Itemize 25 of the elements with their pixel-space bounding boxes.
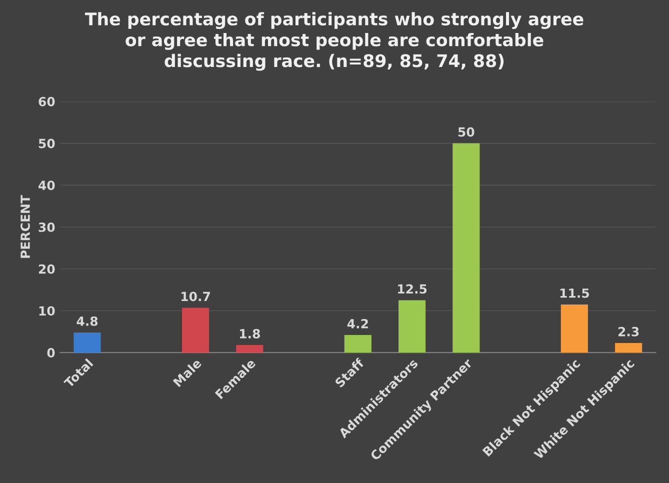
y-tick-label: 50 [38, 138, 55, 148]
bar [344, 335, 372, 353]
y-axis-title: PERCENT [20, 195, 30, 258]
y-tick-label: 60 [38, 96, 55, 106]
bar [182, 308, 210, 353]
bar [452, 143, 480, 353]
chart-title: The percentage of participants who strongly agree or agree that most people are comfortable discussing race. (n=89, 85, 74, 88) [84, 12, 584, 71]
data-label: 2.3 [618, 326, 639, 336]
bar [398, 300, 426, 353]
y-tick-label: 20 [38, 264, 55, 274]
data-label: 4.2 [347, 318, 368, 328]
y-tick-label: 10 [39, 306, 55, 316]
y-tick-label: 30 [38, 222, 55, 232]
data-label: 4.8 [76, 316, 98, 326]
bar [236, 345, 264, 353]
data-label: 50 [458, 127, 474, 137]
bar [615, 342, 642, 353]
data-label: 10.7 [182, 292, 210, 302]
data-label: 12.5 [398, 284, 427, 294]
y-tick-label: 40 [38, 180, 55, 190]
data-label: 11.5 [560, 288, 589, 298]
y-tick-label: 0 [47, 348, 55, 358]
data-label: 1.8 [240, 329, 260, 338]
bar [560, 304, 588, 353]
bar [74, 332, 101, 353]
